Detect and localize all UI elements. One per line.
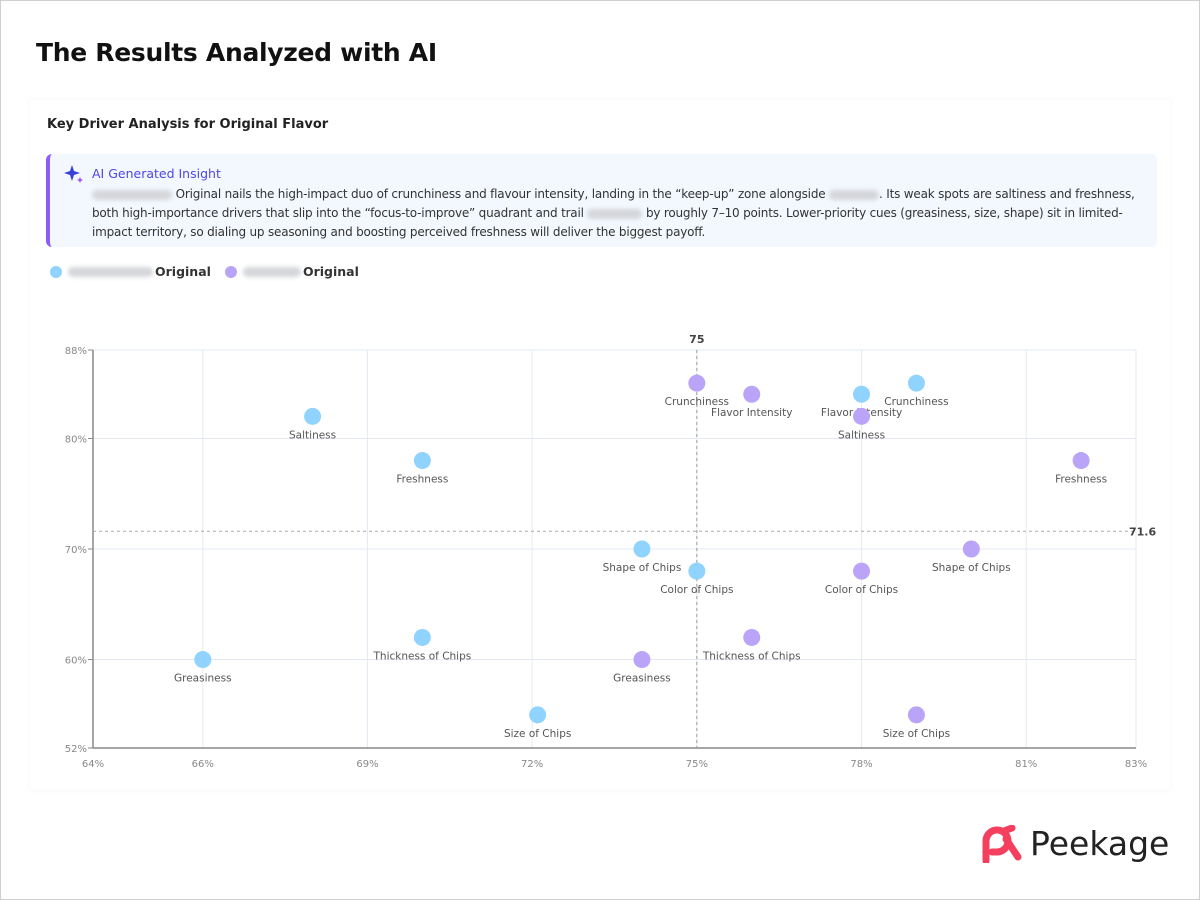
ai-insight-box: AI Generated Insight Original nails the … [46,154,1157,247]
insight-heading: AI Generated Insight [92,166,221,181]
legend-item-series-2[interactable]: Original [224,264,359,279]
x-tick-label: 64% [82,759,104,770]
section-subtitle: Key Driver Analysis for Original Flavor [47,117,329,132]
data-point[interactable] [413,452,431,470]
data-point-label: Shape of Chips [603,562,682,574]
reference-label-y: 71.6 [1129,525,1156,538]
sparkle-icon [64,165,83,183]
data-point[interactable] [633,540,651,558]
data-point[interactable] [194,651,212,669]
data-point-label: Thickness of Chips [373,650,472,662]
data-point-label: Greasiness [613,673,671,685]
data-point-label: Crunchiness [884,396,948,408]
data-point-label: Freshness [396,474,448,486]
peekage-logo-icon [982,824,1022,863]
y-tick-label: 52% [65,744,87,755]
insight-text-part: Original nails the high-impact duo of cr… [172,187,830,201]
data-point[interactable] [633,651,651,669]
page-title: The Results Analyzed with AI [36,38,437,67]
data-point-label: Crunchiness [665,396,729,408]
x-tick-label: 66% [192,759,214,770]
data-point[interactable] [853,407,871,425]
data-point[interactable] [529,706,547,724]
data-point[interactable] [688,562,706,580]
data-point-label: Shape of Chips [932,562,1011,574]
brand-name: Peekage [1030,824,1170,863]
redacted-brand [242,266,301,277]
data-point[interactable] [962,540,980,558]
data-point[interactable] [743,385,761,403]
y-tick-label: 80% [65,434,87,445]
y-tick-label: 88% [65,346,87,357]
data-point[interactable] [413,628,431,646]
x-tick-label: 81% [1015,759,1037,770]
insight-text: Original nails the high-impact duo of cr… [92,185,1152,242]
x-tick-label: 83% [1125,759,1147,770]
data-point[interactable] [688,374,706,392]
redacted-brand [92,189,172,200]
data-point-label: Flavor Intensity [711,407,792,419]
data-point-label: Saltiness [838,429,885,441]
legend-item-series-1[interactable]: Original [50,264,211,279]
peekage-logo: Peekage [982,824,1169,863]
data-point-label: Size of Chips [883,728,950,740]
data-point[interactable] [304,407,322,425]
reference-label-x: 75 [689,333,704,346]
data-point[interactable] [1072,452,1090,470]
data-point-label: Color of Chips [660,584,733,596]
legend-label: Original [302,264,359,279]
insight-text-part: . Its weak spots are saltiness and fresh… [92,187,1135,220]
data-point[interactable] [907,706,925,724]
legend-dot [50,265,62,278]
legend-dot [224,265,237,278]
y-tick-label: 60% [65,656,87,667]
data-point[interactable] [743,628,761,646]
x-tick-label: 69% [356,759,378,770]
data-point-label: Freshness [1055,474,1107,486]
data-point-label: Color of Chips [825,584,898,596]
data-point-label: Size of Chips [504,728,571,740]
redacted-brand [587,208,643,219]
y-tick-label: 70% [65,545,87,556]
data-point-label: Thickness of Chips [702,650,801,662]
data-point[interactable] [853,385,871,403]
x-tick-label: 72% [521,759,543,770]
redacted-brand [68,266,153,277]
data-point[interactable] [907,374,925,392]
chart-legend: Original Original [50,264,373,279]
data-point-label: Saltiness [289,429,336,441]
data-point[interactable] [853,562,871,580]
legend-label: Original [155,264,211,279]
x-tick-label: 75% [686,759,708,770]
insight-text-part: by roughly 7–10 points. Lower-priority c… [92,206,1123,239]
redacted-brand [829,189,880,200]
data-point-label: Greasiness [174,673,232,685]
x-tick-label: 78% [850,759,872,770]
